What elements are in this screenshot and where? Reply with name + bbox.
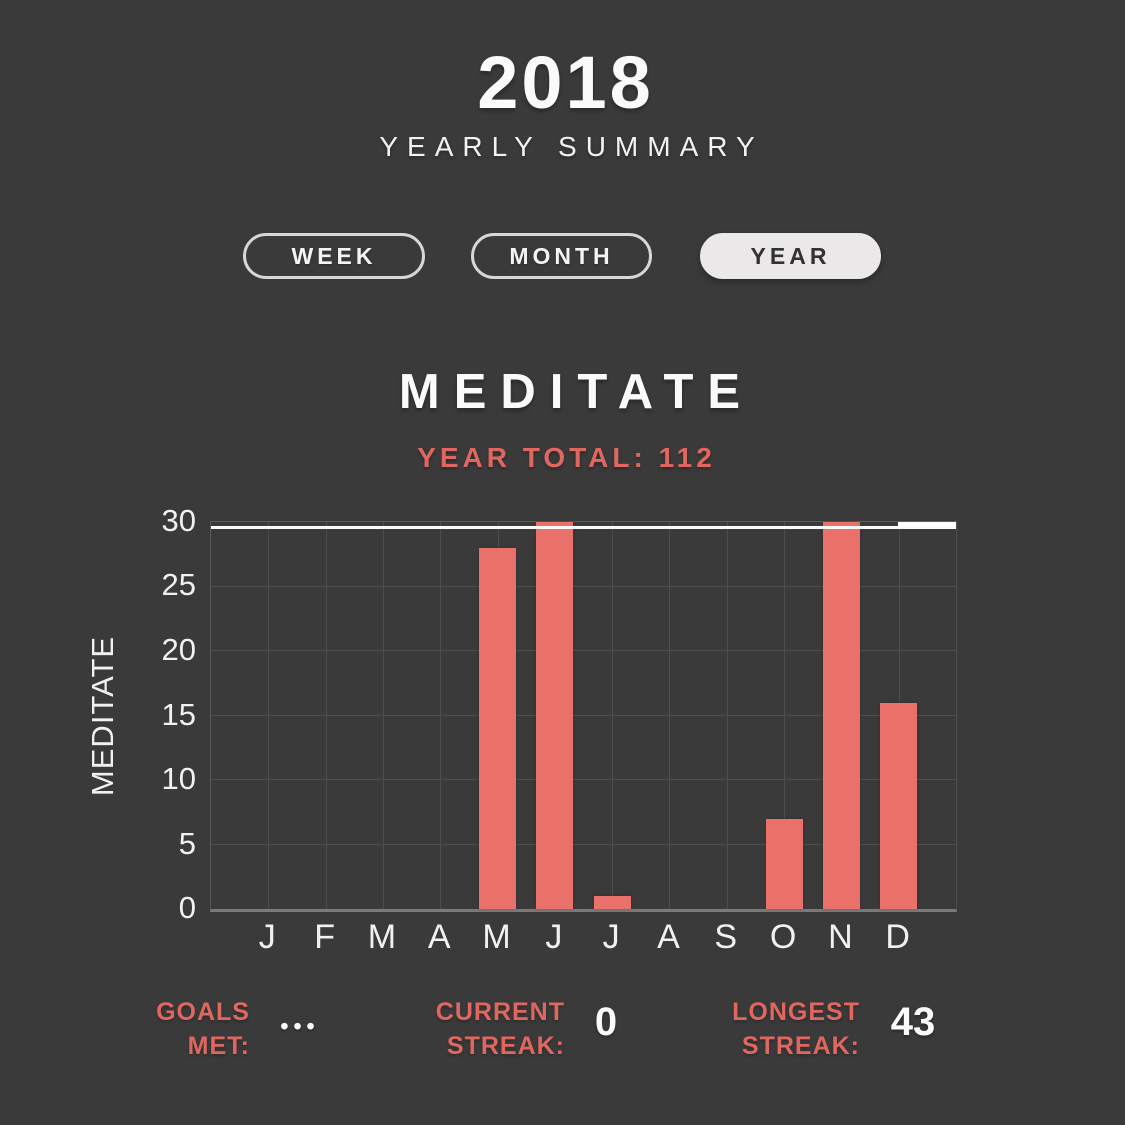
year-total: YEAR TOTAL: 112 — [0, 442, 1125, 474]
x-tick-label-month-12: D — [885, 918, 910, 956]
x-tick-label-month-9: S — [714, 918, 738, 956]
horizontal-gridline — [211, 714, 956, 716]
bar-month-6 — [536, 522, 574, 909]
vertical-gridline — [612, 522, 614, 909]
goal-line-end-segment — [898, 522, 956, 526]
goal-line — [211, 526, 956, 529]
x-tick-label-month-8: A — [657, 918, 680, 956]
x-tick-label-month-7: J — [602, 918, 620, 956]
plot-area — [210, 521, 957, 912]
goals-met-value: ••• — [280, 1013, 320, 1039]
horizontal-gridline — [211, 585, 956, 587]
vertical-gridline — [440, 522, 442, 909]
habit-title: MEDITATE — [398, 365, 755, 419]
bar-month-5 — [479, 547, 517, 909]
longest-streak-value: 43 — [890, 1000, 936, 1044]
y-tick-label-10: 10 — [161, 760, 196, 796]
year-total-value: 112 — [658, 442, 716, 473]
tab-year[interactable]: YEAR — [700, 233, 881, 279]
bar-month-12 — [880, 702, 918, 909]
horizontal-gridline — [211, 779, 956, 781]
y-tick-label-15: 15 — [161, 696, 196, 732]
tab-week[interactable]: WEEK — [243, 233, 425, 279]
longest-streak-label-line2: STREAK: — [741, 1032, 860, 1060]
tab-month[interactable]: MONTH — [471, 233, 652, 279]
vertical-gridline — [726, 522, 728, 909]
current-streak-value: 0 — [594, 1000, 618, 1044]
horizontal-gridline — [211, 650, 956, 652]
y-tick-label-20: 20 — [161, 631, 196, 667]
current-streak-label: CURRENT STREAK: — [375, 995, 565, 1063]
current-streak-label-line1: CURRENT — [435, 998, 565, 1026]
bar-month-10 — [765, 818, 803, 909]
x-tick-label-month-2: F — [314, 918, 335, 956]
x-tick-label-month-5: M — [482, 918, 511, 956]
vertical-gridline — [784, 522, 786, 909]
page-title-year: 2018 — [477, 41, 654, 124]
current-streak-label-line2: STREAK: — [446, 1032, 565, 1060]
vertical-gridline — [268, 522, 270, 909]
y-tick-label-30: 30 — [161, 503, 196, 538]
y-tick-label-5: 5 — [178, 825, 196, 861]
vertical-gridline — [325, 522, 327, 909]
y-tick-label-25: 25 — [161, 567, 196, 603]
bar-month-7 — [593, 896, 631, 909]
horizontal-gridline — [211, 843, 956, 845]
vertical-gridline — [382, 522, 384, 909]
vertical-gridline — [669, 522, 671, 909]
y-tick-label-0: 0 — [178, 890, 196, 925]
page-subtitle: YEARLY SUMMARY — [379, 131, 764, 162]
x-tick-label-month-6: J — [545, 918, 563, 956]
goals-met-label-line2: MET: — [187, 1032, 250, 1060]
longest-streak-label: LONGEST STREAK: — [670, 995, 860, 1063]
y-axis-ticks: 0 5 10 15 20 25 30 — [108, 503, 196, 925]
goals-met-label-line1: GOALS — [156, 998, 250, 1026]
x-tick-label-month-3: M — [367, 918, 397, 956]
goals-met-label: GOALS MET: — [60, 995, 250, 1063]
bar-month-11 — [822, 522, 860, 909]
x-tick-label-month-4: A — [427, 918, 451, 956]
longest-streak-label-line1: LONGEST — [732, 998, 860, 1026]
x-tick-label-month-1: J — [258, 918, 276, 956]
x-tick-label-month-10: O — [769, 918, 797, 956]
year-total-label: YEAR TOTAL: — [417, 442, 647, 473]
x-tick-label-month-11: N — [828, 918, 853, 956]
